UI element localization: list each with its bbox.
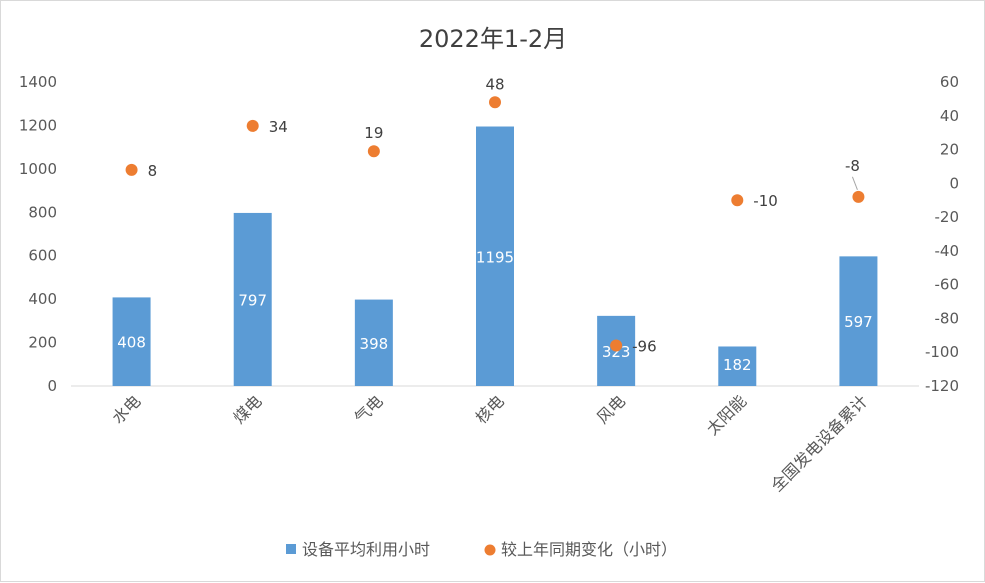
left-tick-label: 400: [28, 290, 57, 308]
left-axis: 0 200 400 600 800 1000 1200 1400: [19, 73, 57, 395]
bar-value-label: 398: [360, 335, 389, 353]
right-tick-label: 0: [949, 174, 959, 192]
right-tick-label: 40: [940, 107, 959, 125]
right-tick-label: -40: [935, 242, 960, 260]
right-tick-label: 20: [940, 141, 959, 159]
bar-series: 408 797 398 1195 323 182 597: [112, 126, 878, 386]
chart-title: 2022年1-2月: [419, 25, 567, 53]
right-tick-label: -80: [935, 309, 960, 327]
right-tick-label: -120: [925, 377, 959, 395]
right-tick-label: -100: [925, 343, 959, 361]
left-tick-label: 0: [47, 377, 57, 395]
category-label: 气电: [351, 391, 387, 427]
point-value-label: 19: [364, 124, 383, 142]
legend-swatch-bar: [286, 544, 296, 554]
category-label: 核电: [472, 391, 508, 427]
bar: [839, 256, 878, 386]
right-tick-label: -60: [935, 276, 960, 294]
legend-label-bar: 设备平均利用小时: [302, 540, 430, 559]
bar-value-label: 408: [117, 334, 146, 352]
right-axis: -120 -100 -80 -60 -40 -20 0 20 40 60: [925, 73, 959, 395]
point-value-label: 34: [269, 118, 288, 136]
left-tick-label: 1200: [19, 116, 57, 134]
category-labels: 水电 煤电 气电 核电 风电 太阳能 全国发电设备累计: [108, 391, 871, 495]
point: [367, 145, 380, 158]
category-label: 水电: [108, 391, 144, 427]
bar-value-label: 1195: [476, 248, 514, 266]
left-tick-label: 200: [28, 334, 57, 352]
point: [610, 339, 623, 352]
category-label: 太阳能: [703, 391, 750, 438]
point-value-label: -10: [753, 192, 778, 210]
left-tick-label: 600: [28, 247, 57, 265]
left-tick-label: 1000: [19, 160, 57, 178]
category-label: 风电: [593, 391, 629, 427]
right-tick-label: 60: [940, 73, 959, 91]
point: [852, 190, 865, 203]
legend-swatch-point: [484, 544, 496, 556]
bar: [112, 297, 151, 386]
bar-value-label: 323: [602, 343, 631, 361]
bar-value-label: 597: [844, 313, 873, 331]
point-series: 8 34 19 48 -96 -10 -8: [125, 75, 865, 355]
point: [246, 119, 259, 132]
bar: [718, 346, 757, 386]
legend: 设备平均利用小时 较上年同期变化（小时）: [286, 540, 677, 559]
point: [125, 163, 138, 176]
bar-value-label: 797: [238, 291, 267, 309]
point: [731, 194, 744, 207]
point: [489, 96, 501, 109]
bar-value-label: 182: [723, 356, 752, 374]
bar: [476, 126, 514, 386]
left-tick-label: 1400: [19, 73, 57, 91]
bar: [354, 299, 393, 386]
point-value-label: -96: [632, 337, 657, 355]
legend-label-point: 较上年同期变化（小时）: [501, 540, 677, 559]
category-label: 全国发电设备累计: [767, 391, 871, 495]
bar: [233, 212, 272, 386]
left-tick-label: 800: [28, 203, 57, 221]
point-value-label: 8: [148, 162, 158, 180]
point-value-label: -8: [845, 157, 860, 175]
category-label: 煤电: [229, 391, 265, 427]
right-tick-label: -20: [935, 208, 960, 226]
leader-line: [851, 176, 858, 191]
point-value-label: 48: [485, 75, 504, 93]
